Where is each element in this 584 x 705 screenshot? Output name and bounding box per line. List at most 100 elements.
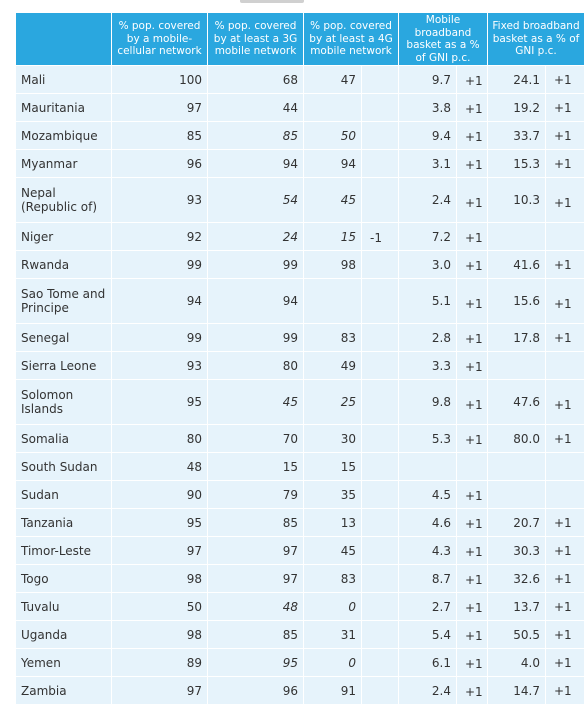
4g-coverage-note — [362, 251, 398, 278]
fixed-broadband-basket-cell: 41.6 — [488, 251, 545, 278]
4g-coverage-note — [362, 66, 398, 93]
country-cell: Senegal — [16, 324, 111, 351]
mobile-broadband-basket-cell: 4.6 — [399, 509, 456, 536]
table-row: Togo 98 97 83 8.7 +1 32.6 +1 — [16, 565, 584, 592]
3g-coverage-cell: 99 — [208, 251, 303, 278]
mobile-broadband-note: +1 — [457, 223, 487, 250]
fixed-broadband-note: +1 — [546, 324, 584, 351]
mobile-broadband-basket-cell: 5.3 — [399, 425, 456, 452]
mobile-cellular-coverage-cell: 90 — [112, 481, 207, 508]
mobile-broadband-note: +1 — [457, 537, 487, 564]
3g-coverage-cell: 79 — [208, 481, 303, 508]
3g-coverage-cell: 96 — [208, 677, 303, 704]
country-cell: Niger — [16, 223, 111, 250]
mobile-broadband-note: +1 — [457, 279, 487, 323]
fixed-broadband-note — [546, 481, 584, 508]
3g-coverage-cell: 97 — [208, 537, 303, 564]
mobile-broadband-basket-cell: 3.3 — [399, 352, 456, 379]
fixed-broadband-note: +1 — [546, 677, 584, 704]
3g-coverage-cell: 95 — [208, 649, 303, 676]
fixed-broadband-note: +1 — [546, 509, 584, 536]
mobile-broadband-basket-header: Mobile broadband basket as a % of GNI p.… — [399, 13, 487, 65]
4g-coverage-note: -1 — [362, 223, 398, 250]
table-body: Mali 100 68 47 9.7 +1 24.1 +1 Mauritania 97 44 3.8 +… — [16, 66, 584, 704]
3g-coverage-cell: 70 — [208, 425, 303, 452]
fixed-broadband-note: +1 — [546, 279, 584, 323]
mobile-broadband-note: +1 — [457, 425, 487, 452]
mobile-cellular-coverage-cell: 95 — [112, 509, 207, 536]
4g-coverage-note — [362, 537, 398, 564]
fixed-broadband-basket-cell — [488, 453, 545, 480]
mobile-broadband-note: +1 — [457, 324, 487, 351]
mobile-broadband-note: +1 — [457, 178, 487, 222]
mobile-cellular-coverage-cell: 92 — [112, 223, 207, 250]
4g-coverage-note — [362, 279, 398, 323]
window-top-bar — [0, 0, 584, 12]
4g-coverage-note — [362, 352, 398, 379]
4g-coverage-note — [362, 94, 398, 121]
4g-coverage-note — [362, 324, 398, 351]
3g-coverage-cell: 80 — [208, 352, 303, 379]
mobile-cellular-coverage-cell: 99 — [112, 324, 207, 351]
fixed-broadband-basket-cell: 17.8 — [488, 324, 545, 351]
4g-coverage-note — [362, 621, 398, 648]
country-cell: Tanzania — [16, 509, 111, 536]
country-cell: Somalia — [16, 425, 111, 452]
mobile-broadband-note: +1 — [457, 122, 487, 149]
4g-coverage-cell — [304, 94, 361, 121]
country-cell: Togo — [16, 565, 111, 592]
fixed-broadband-note: +1 — [546, 649, 584, 676]
table-row: South Sudan 48 15 15 — [16, 453, 584, 480]
mobile-broadband-basket-cell: 9.7 — [399, 66, 456, 93]
fixed-broadband-basket-cell: 47.6 — [488, 380, 545, 424]
mobile-broadband-basket-cell: 3.1 — [399, 150, 456, 177]
mobile-broadband-note: +1 — [457, 677, 487, 704]
table-row: Somalia 80 70 30 5.3 +1 80.0 +1 — [16, 425, 584, 452]
fixed-broadband-note: +1 — [546, 593, 584, 620]
3g-coverage-cell: 94 — [208, 150, 303, 177]
fixed-broadband-note: +1 — [546, 621, 584, 648]
table-row: Nepal (Republic of) 93 54 45 2.4 +1 10.3 +1 — [16, 178, 584, 222]
fixed-broadband-note: +1 — [546, 380, 584, 424]
mobile-broadband-basket-cell: 9.4 — [399, 122, 456, 149]
4g-coverage-cell: 47 — [304, 66, 361, 93]
4g-coverage-note — [362, 122, 398, 149]
4g-coverage-note — [362, 150, 398, 177]
fixed-broadband-note — [546, 453, 584, 480]
mobile-cellular-coverage-cell: 97 — [112, 94, 207, 121]
3g-coverage-cell: 44 — [208, 94, 303, 121]
fixed-broadband-basket-cell: 10.3 — [488, 178, 545, 222]
fixed-broadband-basket-cell: 14.7 — [488, 677, 545, 704]
mobile-cellular-coverage-cell: 97 — [112, 677, 207, 704]
table-row: Myanmar 96 94 94 3.1 +1 15.3 +1 — [16, 150, 584, 177]
table-row: Tuvalu 50 48 0 2.7 +1 13.7 +1 — [16, 593, 584, 620]
country-cell: Tuvalu — [16, 593, 111, 620]
mobile-broadband-note: +1 — [457, 481, 487, 508]
4g-coverage-note — [362, 593, 398, 620]
mobile-cellular-coverage-header: % pop. covered by a mobile-cellular netw… — [112, 13, 207, 65]
4g-coverage-cell: 13 — [304, 509, 361, 536]
fixed-broadband-basket-cell: 50.5 — [488, 621, 545, 648]
3g-coverage-cell: 45 — [208, 380, 303, 424]
4g-coverage-note — [362, 178, 398, 222]
4g-coverage-cell: 0 — [304, 649, 361, 676]
3g-coverage-cell: 99 — [208, 324, 303, 351]
country-cell: Sierra Leone — [16, 352, 111, 379]
fixed-broadband-note: +1 — [546, 425, 584, 452]
country-cell: Yemen — [16, 649, 111, 676]
fixed-broadband-note — [546, 352, 584, 379]
3g-coverage-cell: 24 — [208, 223, 303, 250]
fixed-broadband-basket-cell: 24.1 — [488, 66, 545, 93]
fixed-broadband-basket-cell: 30.3 — [488, 537, 545, 564]
4g-coverage-cell: 83 — [304, 565, 361, 592]
fixed-broadband-note: +1 — [546, 178, 584, 222]
4g-coverage-note — [362, 509, 398, 536]
mobile-broadband-note: +1 — [457, 565, 487, 592]
fixed-broadband-note: +1 — [546, 251, 584, 278]
4g-coverage-cell: 45 — [304, 537, 361, 564]
mobile-cellular-coverage-cell: 93 — [112, 352, 207, 379]
table-row: Niger 92 24 15 -1 7.2 +1 — [16, 223, 584, 250]
country-cell: Mauritania — [16, 94, 111, 121]
3g-coverage-cell: 85 — [208, 122, 303, 149]
4g-coverage-cell: 25 — [304, 380, 361, 424]
